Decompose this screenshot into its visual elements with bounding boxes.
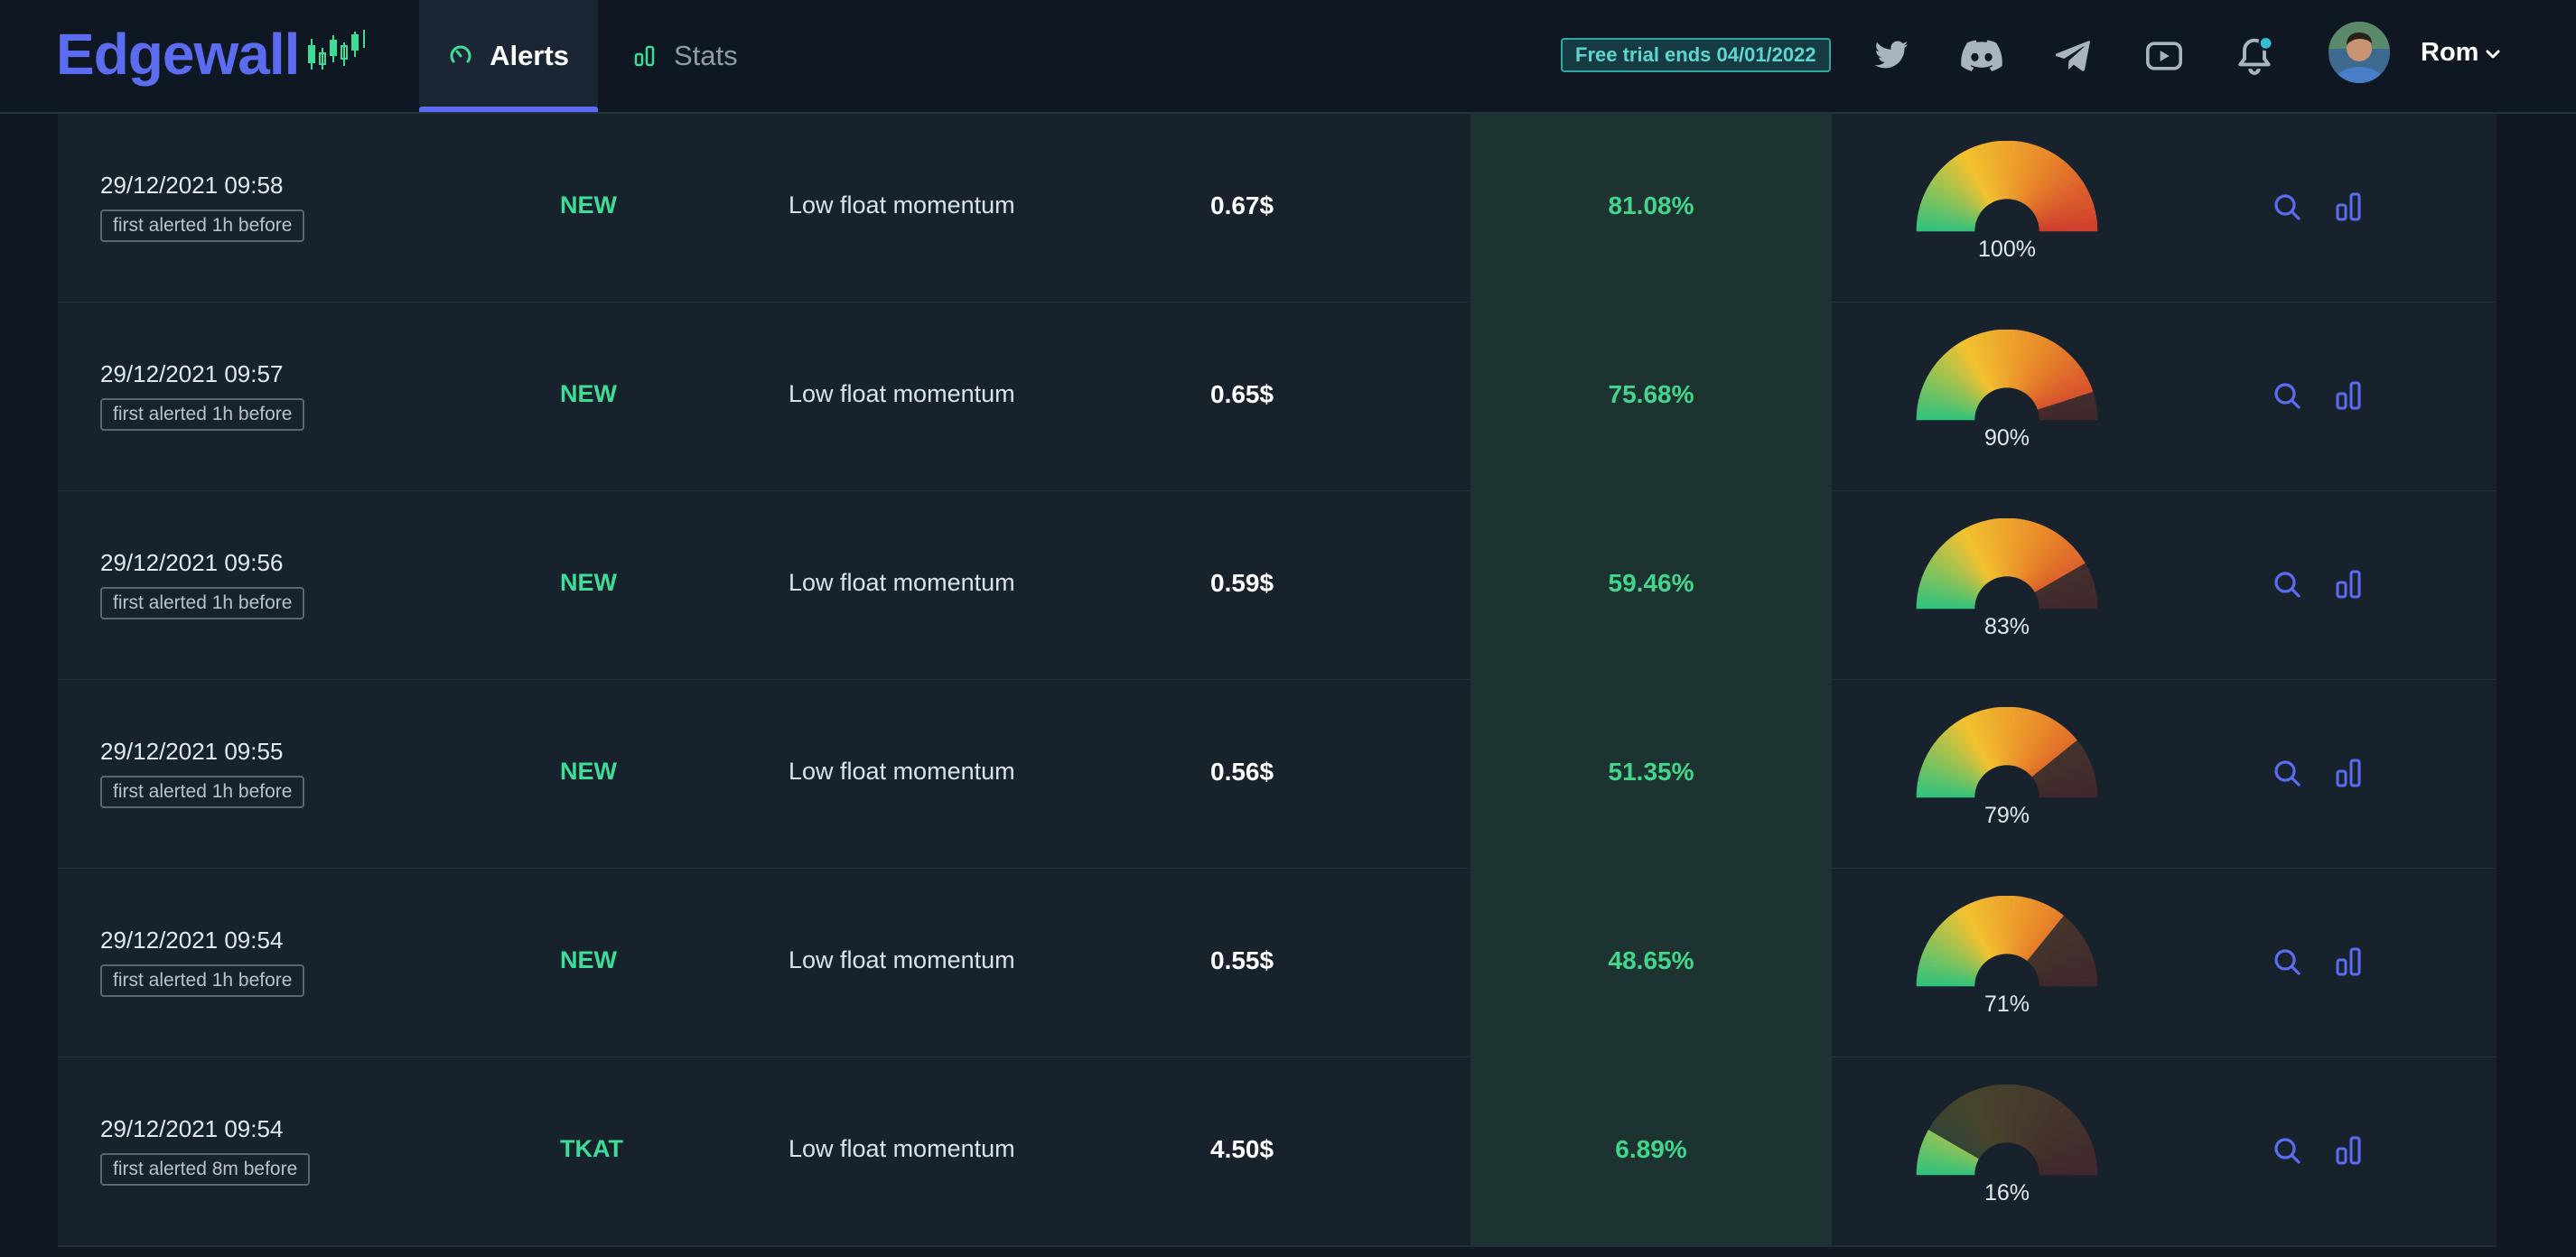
alert-row[interactable]: 29/12/2021 09:56 first alerted 1h before…: [58, 491, 2497, 681]
ticker-symbol[interactable]: NEW: [560, 946, 617, 973]
tab-stats-label: Stats: [674, 40, 738, 71]
strategy-name: Low float momentum: [789, 380, 1015, 407]
strategy-name: Low float momentum: [789, 758, 1015, 785]
score-label: 83%: [1983, 614, 2030, 639]
tab-alerts-label: Alerts: [490, 40, 569, 71]
change-column-highlight: [1470, 680, 1832, 868]
first-alerted-badge: first alerted 1h before: [100, 776, 305, 808]
search-icon[interactable]: [2270, 378, 2306, 414]
change-percent: 51.35%: [1608, 758, 1694, 786]
change-percent: 75.68%: [1608, 380, 1694, 408]
gauge-icon: [448, 43, 473, 69]
user-avatar[interactable]: [2329, 22, 2390, 83]
alert-row[interactable]: 29/12/2021 09:54 first alerted 1h before…: [58, 869, 2497, 1058]
top-navigation-bar: Edgewall Alerts Stats Free trial ends 04…: [0, 0, 2576, 114]
bell-icon[interactable]: [2233, 34, 2276, 78]
alert-time: 29/12/2021 09:54: [100, 926, 284, 954]
score-gauge: [1916, 707, 2098, 798]
first-alerted-badge: first alerted 1h before: [100, 587, 305, 619]
search-icon[interactable]: [2270, 190, 2306, 226]
change-column-highlight: [1470, 491, 1832, 679]
bar-chart-icon: [632, 43, 658, 69]
strategy-name: Low float momentum: [789, 191, 1015, 219]
bar-chart-icon[interactable]: [2332, 945, 2368, 981]
chevron-down-icon[interactable]: [2484, 45, 2502, 63]
alert-row[interactable]: 29/12/2021 09:57 first alerted 1h before…: [58, 303, 2497, 492]
price-value: 0.56$: [1210, 758, 1274, 786]
price-value: 0.65$: [1210, 380, 1274, 408]
first-alerted-badge: first alerted 8m before: [100, 1153, 311, 1186]
ticker-symbol[interactable]: TKAT: [560, 1135, 623, 1162]
strategy-name: Low float momentum: [789, 946, 1015, 973]
strategy-name: Low float momentum: [789, 569, 1015, 596]
bar-chart-icon[interactable]: [2332, 1133, 2368, 1169]
bar-chart-icon[interactable]: [2332, 190, 2368, 226]
strategy-name: Low float momentum: [789, 1135, 1015, 1162]
change-percent: 59.46%: [1608, 569, 1694, 597]
user-name[interactable]: Rom: [2421, 38, 2479, 67]
ticker-symbol[interactable]: NEW: [560, 191, 617, 219]
price-value: 4.50$: [1210, 1135, 1274, 1163]
price-value: 0.59$: [1210, 569, 1274, 597]
change-percent: 81.08%: [1608, 191, 1694, 219]
price-value: 0.55$: [1210, 946, 1274, 974]
gauge-segment: [2039, 226, 2098, 232]
change-column-highlight: [1470, 303, 1832, 490]
search-icon[interactable]: [2270, 1133, 2306, 1169]
price-value: 0.67$: [1210, 191, 1274, 219]
logo-text: Edgewall: [56, 22, 300, 87]
active-tab-indicator: [419, 107, 598, 112]
search-icon[interactable]: [2270, 945, 2306, 981]
tab-stats[interactable]: Stats: [632, 0, 738, 112]
score-gauge: [1916, 896, 2098, 987]
change-column-highlight: [1470, 114, 1832, 302]
score-label: 16%: [1983, 1180, 2030, 1206]
score-label: 79%: [1983, 803, 2030, 828]
youtube-icon[interactable]: [2142, 34, 2186, 78]
telegram-icon[interactable]: [2052, 34, 2095, 78]
alert-row[interactable]: 29/12/2021 09:55 first alerted 1h before…: [58, 680, 2497, 870]
ticker-symbol[interactable]: NEW: [560, 569, 617, 596]
ticker-symbol[interactable]: NEW: [560, 380, 617, 407]
tab-alerts[interactable]: Alerts: [419, 0, 598, 112]
change-column-highlight: [1470, 1057, 1832, 1245]
twitter-icon[interactable]: [1870, 34, 1913, 78]
gauge-segment: [2039, 981, 2098, 987]
score-gauge: [1916, 1085, 2098, 1176]
score-label: 71%: [1983, 992, 2030, 1017]
edgewall-logo[interactable]: Edgewall: [56, 18, 366, 90]
score-label: 90%: [1983, 425, 2030, 451]
bar-chart-icon[interactable]: [2332, 756, 2368, 792]
alert-time: 29/12/2021 09:55: [100, 738, 284, 765]
bar-chart-icon[interactable]: [2332, 378, 2368, 414]
alert-time: 29/12/2021 09:56: [100, 549, 284, 576]
candlestick-logo-icon: [308, 30, 366, 70]
search-icon[interactable]: [2270, 567, 2306, 603]
change-percent: 48.65%: [1608, 946, 1694, 974]
alert-time: 29/12/2021 09:58: [100, 172, 284, 199]
score-gauge: [1916, 141, 2098, 232]
change-column-highlight: [1470, 869, 1832, 1057]
bar-chart-icon[interactable]: [2332, 567, 2368, 603]
discord-icon[interactable]: [1960, 34, 2003, 78]
gauge-segment: [2039, 792, 2098, 798]
alert-time: 29/12/2021 09:54: [100, 1115, 284, 1142]
ticker-symbol[interactable]: NEW: [560, 758, 617, 785]
first-alerted-badge: first alerted 1h before: [100, 398, 305, 431]
gauge-segment: [2039, 1169, 2098, 1176]
alert-row[interactable]: 29/12/2021 09:54 first alerted 8m before…: [58, 1057, 2497, 1247]
score-label: 100%: [1978, 237, 2036, 262]
score-gauge: [1916, 330, 2098, 421]
first-alerted-badge: first alerted 1h before: [100, 964, 305, 997]
search-icon[interactable]: [2270, 756, 2306, 792]
gauge-segment: [2039, 603, 2098, 610]
score-gauge: [1916, 518, 2098, 610]
free-trial-badge[interactable]: Free trial ends 04/01/2022: [1561, 38, 1831, 72]
gauge-segment: [2039, 414, 2098, 421]
alert-time: 29/12/2021 09:57: [100, 360, 284, 387]
change-percent: 6.89%: [1615, 1135, 1687, 1163]
alert-row[interactable]: 29/12/2021 09:58 first alerted 1h before…: [58, 114, 2497, 303]
first-alerted-badge: first alerted 1h before: [100, 210, 305, 242]
